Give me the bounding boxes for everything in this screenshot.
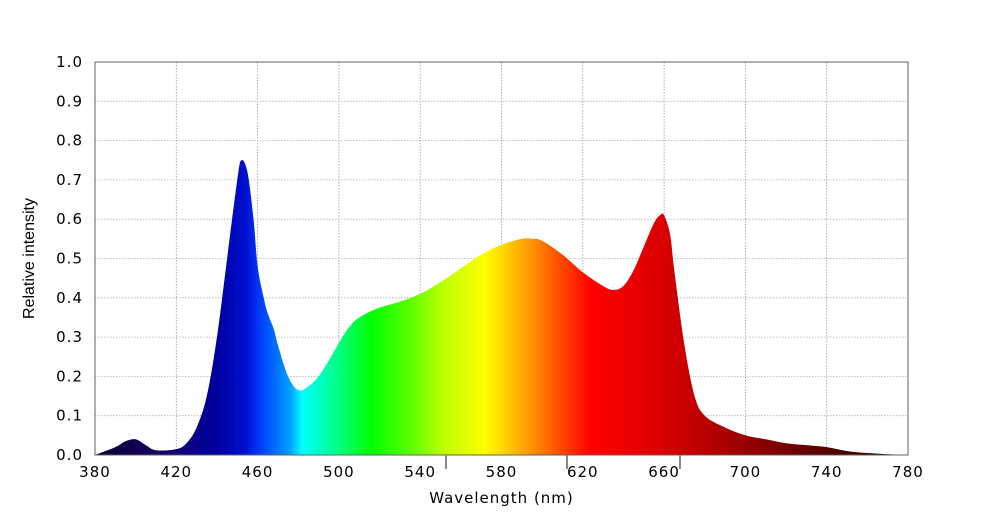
y-tick-label: 0.8 — [56, 132, 83, 150]
x-tick-label: 660 — [648, 463, 680, 481]
y-axis-label: Relative intensity — [21, 198, 38, 319]
y-tick-label: 1.0 — [56, 53, 83, 71]
x-tick-label: 540 — [404, 463, 436, 481]
x-tick-label: 580 — [486, 463, 518, 481]
y-tick-label: 0.2 — [56, 367, 83, 385]
plot-frame — [94, 61, 909, 456]
x-axis-label: Wavelength (nm) — [429, 489, 574, 507]
x-tick-label: 780 — [892, 463, 924, 481]
x-tick-label: 740 — [811, 463, 843, 481]
y-tick-label: 0.0 — [56, 446, 83, 464]
y-tick-label: 0.1 — [56, 407, 83, 425]
x-tick-label: 620 — [567, 463, 599, 481]
y-axis: 0.0 0.1 0.2 0.3 0.4 0.5 0.6 0.7 0.8 0.9 1.0 — [56, 53, 83, 464]
x-tick-label: 420 — [160, 463, 192, 481]
y-tick-label: 0.6 — [56, 210, 83, 228]
y-tick-label: 0.7 — [56, 171, 83, 189]
x-axis: 380 420 460 500 540 580 620 660 700 740 780 — [79, 455, 924, 481]
x-tick-label: 700 — [730, 463, 762, 481]
x-tick-label: 460 — [242, 463, 274, 481]
y-tick-label: 0.9 — [56, 92, 83, 110]
y-tick-label: 0.5 — [56, 250, 83, 268]
y-tick-label: 0.3 — [56, 328, 83, 346]
spectrum-area — [95, 159, 908, 455]
x-tick-label: 500 — [323, 463, 355, 481]
y-tick-label: 0.4 — [56, 289, 83, 307]
x-tick-label: 380 — [79, 463, 111, 481]
